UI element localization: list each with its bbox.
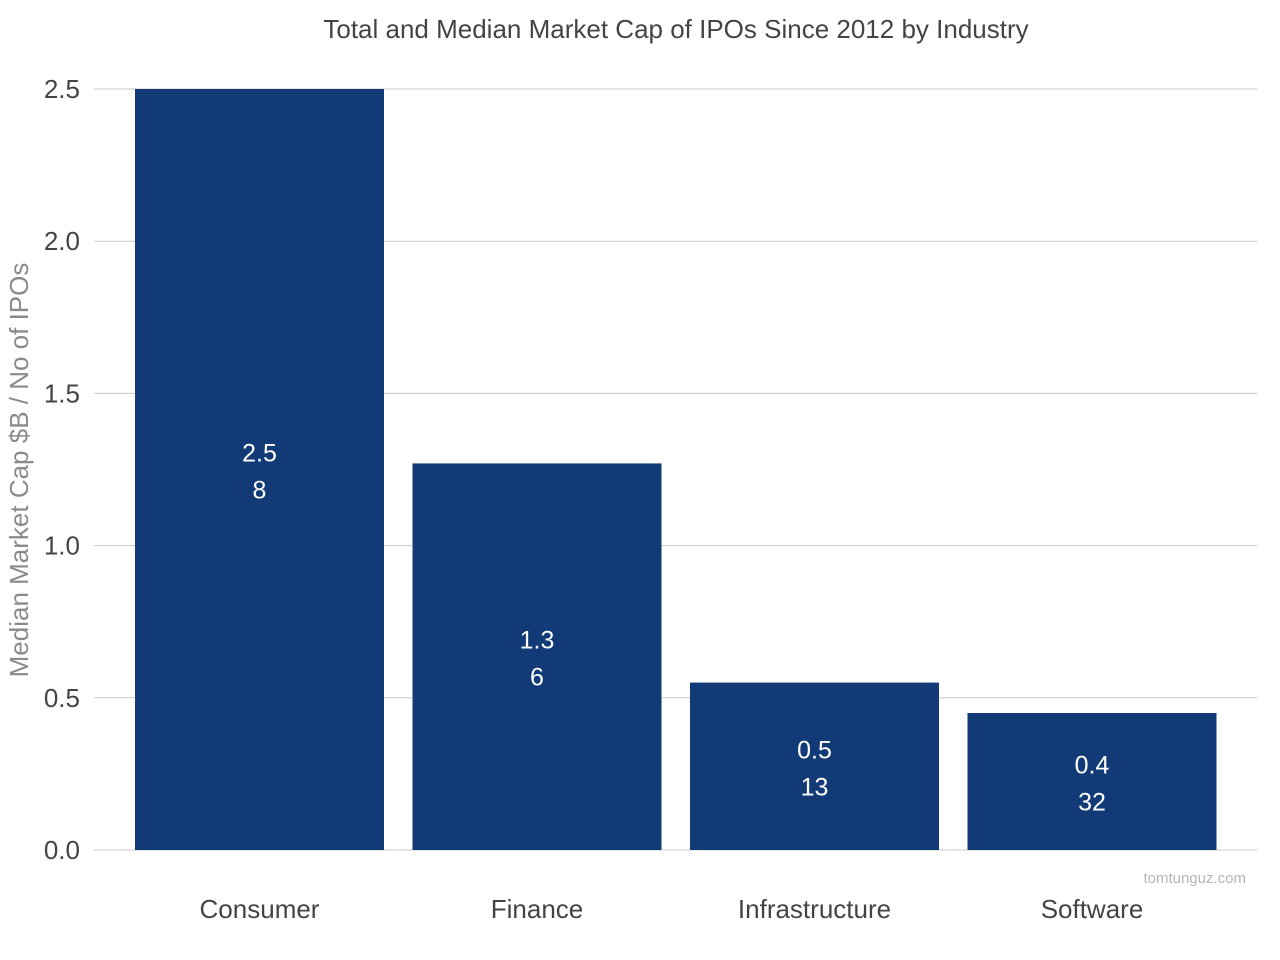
bar-label-count: 6: [530, 664, 544, 692]
x-tick-label: Infrastructure: [738, 894, 891, 924]
bar-label-count: 13: [801, 773, 829, 801]
x-tick-label: Software: [1041, 894, 1144, 924]
bar-label-median: 2.5: [242, 440, 277, 468]
bars: [135, 89, 1217, 850]
bar: [135, 89, 384, 850]
y-tick-label: 0.0: [44, 835, 80, 865]
y-axis-label: Median Market Cap $B / No of IPOs: [4, 263, 34, 678]
chart-title: Total and Median Market Cap of IPOs Sinc…: [323, 14, 1028, 44]
x-axis-ticks: Consumer Finance Infrastructure Software: [200, 894, 1144, 924]
bar-data-labels: 2.5 8 1.3 6 0.5 13 0.4 32: [242, 440, 1109, 817]
y-tick-label: 2.5: [44, 74, 80, 104]
y-tick-label: 0.5: [44, 683, 80, 713]
bar: [412, 463, 662, 850]
bar-label-count: 8: [253, 477, 267, 505]
bar: [690, 682, 939, 850]
bar-label-count: 32: [1078, 789, 1106, 817]
bar-label-median: 1.3: [520, 627, 555, 655]
x-tick-label: Consumer: [200, 894, 320, 924]
bar-label-median: 0.5: [797, 736, 832, 764]
y-tick-label: 1.5: [44, 378, 80, 408]
bar-label-median: 0.4: [1075, 752, 1110, 780]
y-axis-ticks: 0.0 0.5 1.0 1.5 2.0 2.5: [44, 74, 80, 865]
y-tick-label: 2.0: [44, 226, 80, 256]
bar: [967, 713, 1217, 850]
x-tick-label: Finance: [491, 894, 584, 924]
watermark: tomtunguz.com: [1143, 870, 1246, 887]
y-tick-label: 1.0: [44, 531, 80, 561]
